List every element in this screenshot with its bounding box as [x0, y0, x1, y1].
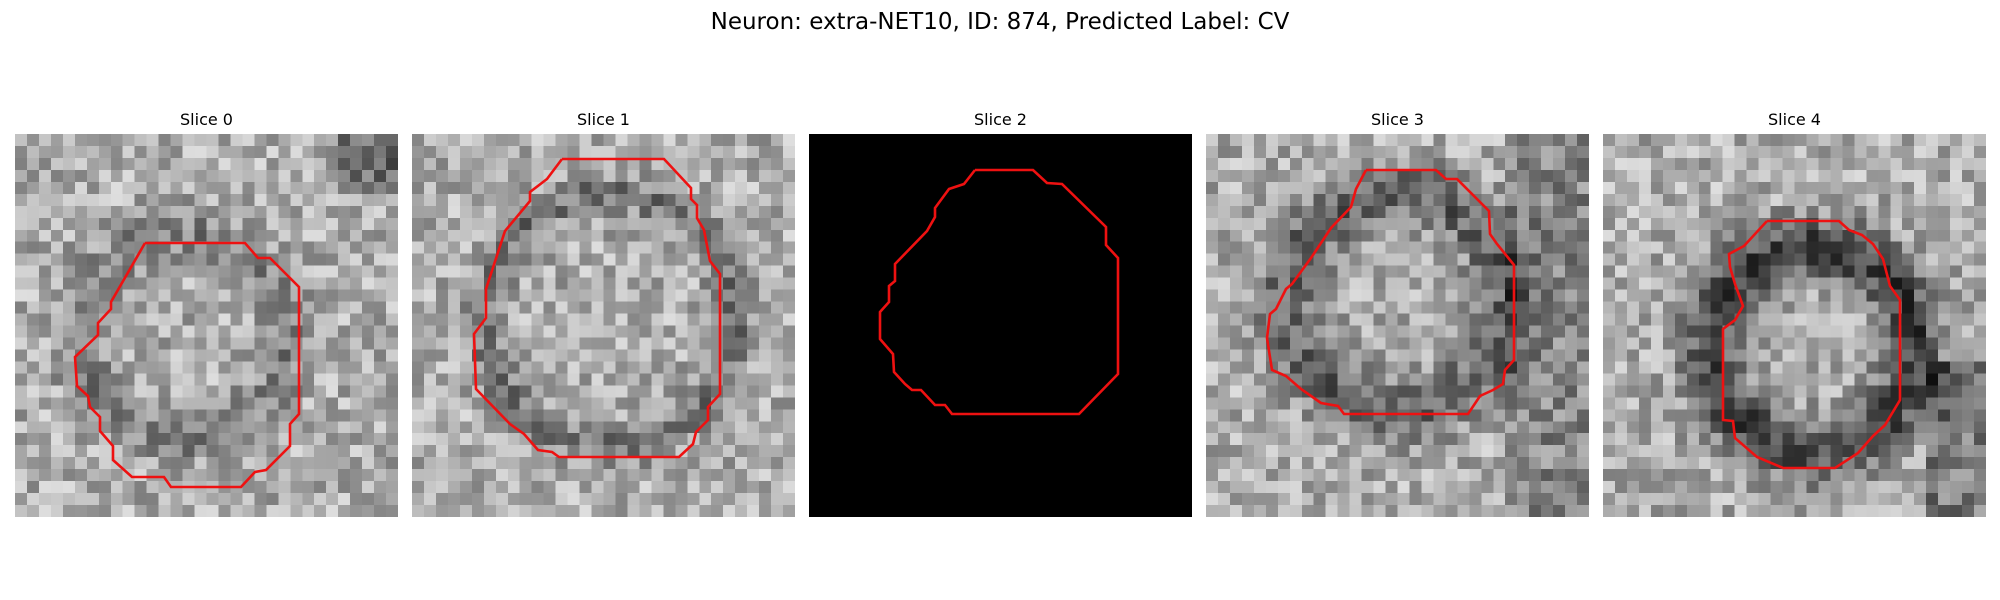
slice-title: Slice 3	[1371, 110, 1424, 129]
neuron-contour	[73, 241, 301, 489]
neuron-contour	[472, 157, 722, 459]
em-patch-image	[1603, 134, 1986, 517]
slice-panel: Slice 0	[15, 110, 398, 517]
contour-overlay	[472, 157, 722, 459]
slice-title: Slice 2	[974, 110, 1027, 129]
neuron-contour	[878, 168, 1120, 416]
slice-panel: Slice 2	[809, 110, 1192, 517]
em-patch-image	[412, 134, 795, 517]
slice-image	[809, 134, 1192, 517]
slice-title: Slice 1	[577, 110, 630, 129]
slice-panel: Slice 4	[1603, 110, 1986, 517]
slice-panel: Slice 3	[1206, 110, 1589, 517]
slice-image	[412, 134, 795, 517]
neuron-contour	[1265, 168, 1516, 416]
contour-overlay	[1721, 219, 1902, 470]
contour-overlay	[1265, 168, 1516, 416]
slice-image	[1206, 134, 1589, 517]
contour-overlay	[878, 168, 1120, 416]
slice-image	[15, 134, 398, 517]
slice-panel: Slice 1	[412, 110, 795, 517]
slice-title: Slice 0	[180, 110, 233, 129]
neuron-contour	[1721, 219, 1902, 470]
em-patch-image	[809, 134, 1192, 517]
em-patch-image	[15, 134, 398, 517]
contour-overlay	[73, 241, 301, 489]
slice-title: Slice 4	[1768, 110, 1821, 129]
figure-title: Neuron: extra-NET10, ID: 874, Predicted …	[710, 9, 1290, 35]
slice-image	[1603, 134, 1986, 517]
